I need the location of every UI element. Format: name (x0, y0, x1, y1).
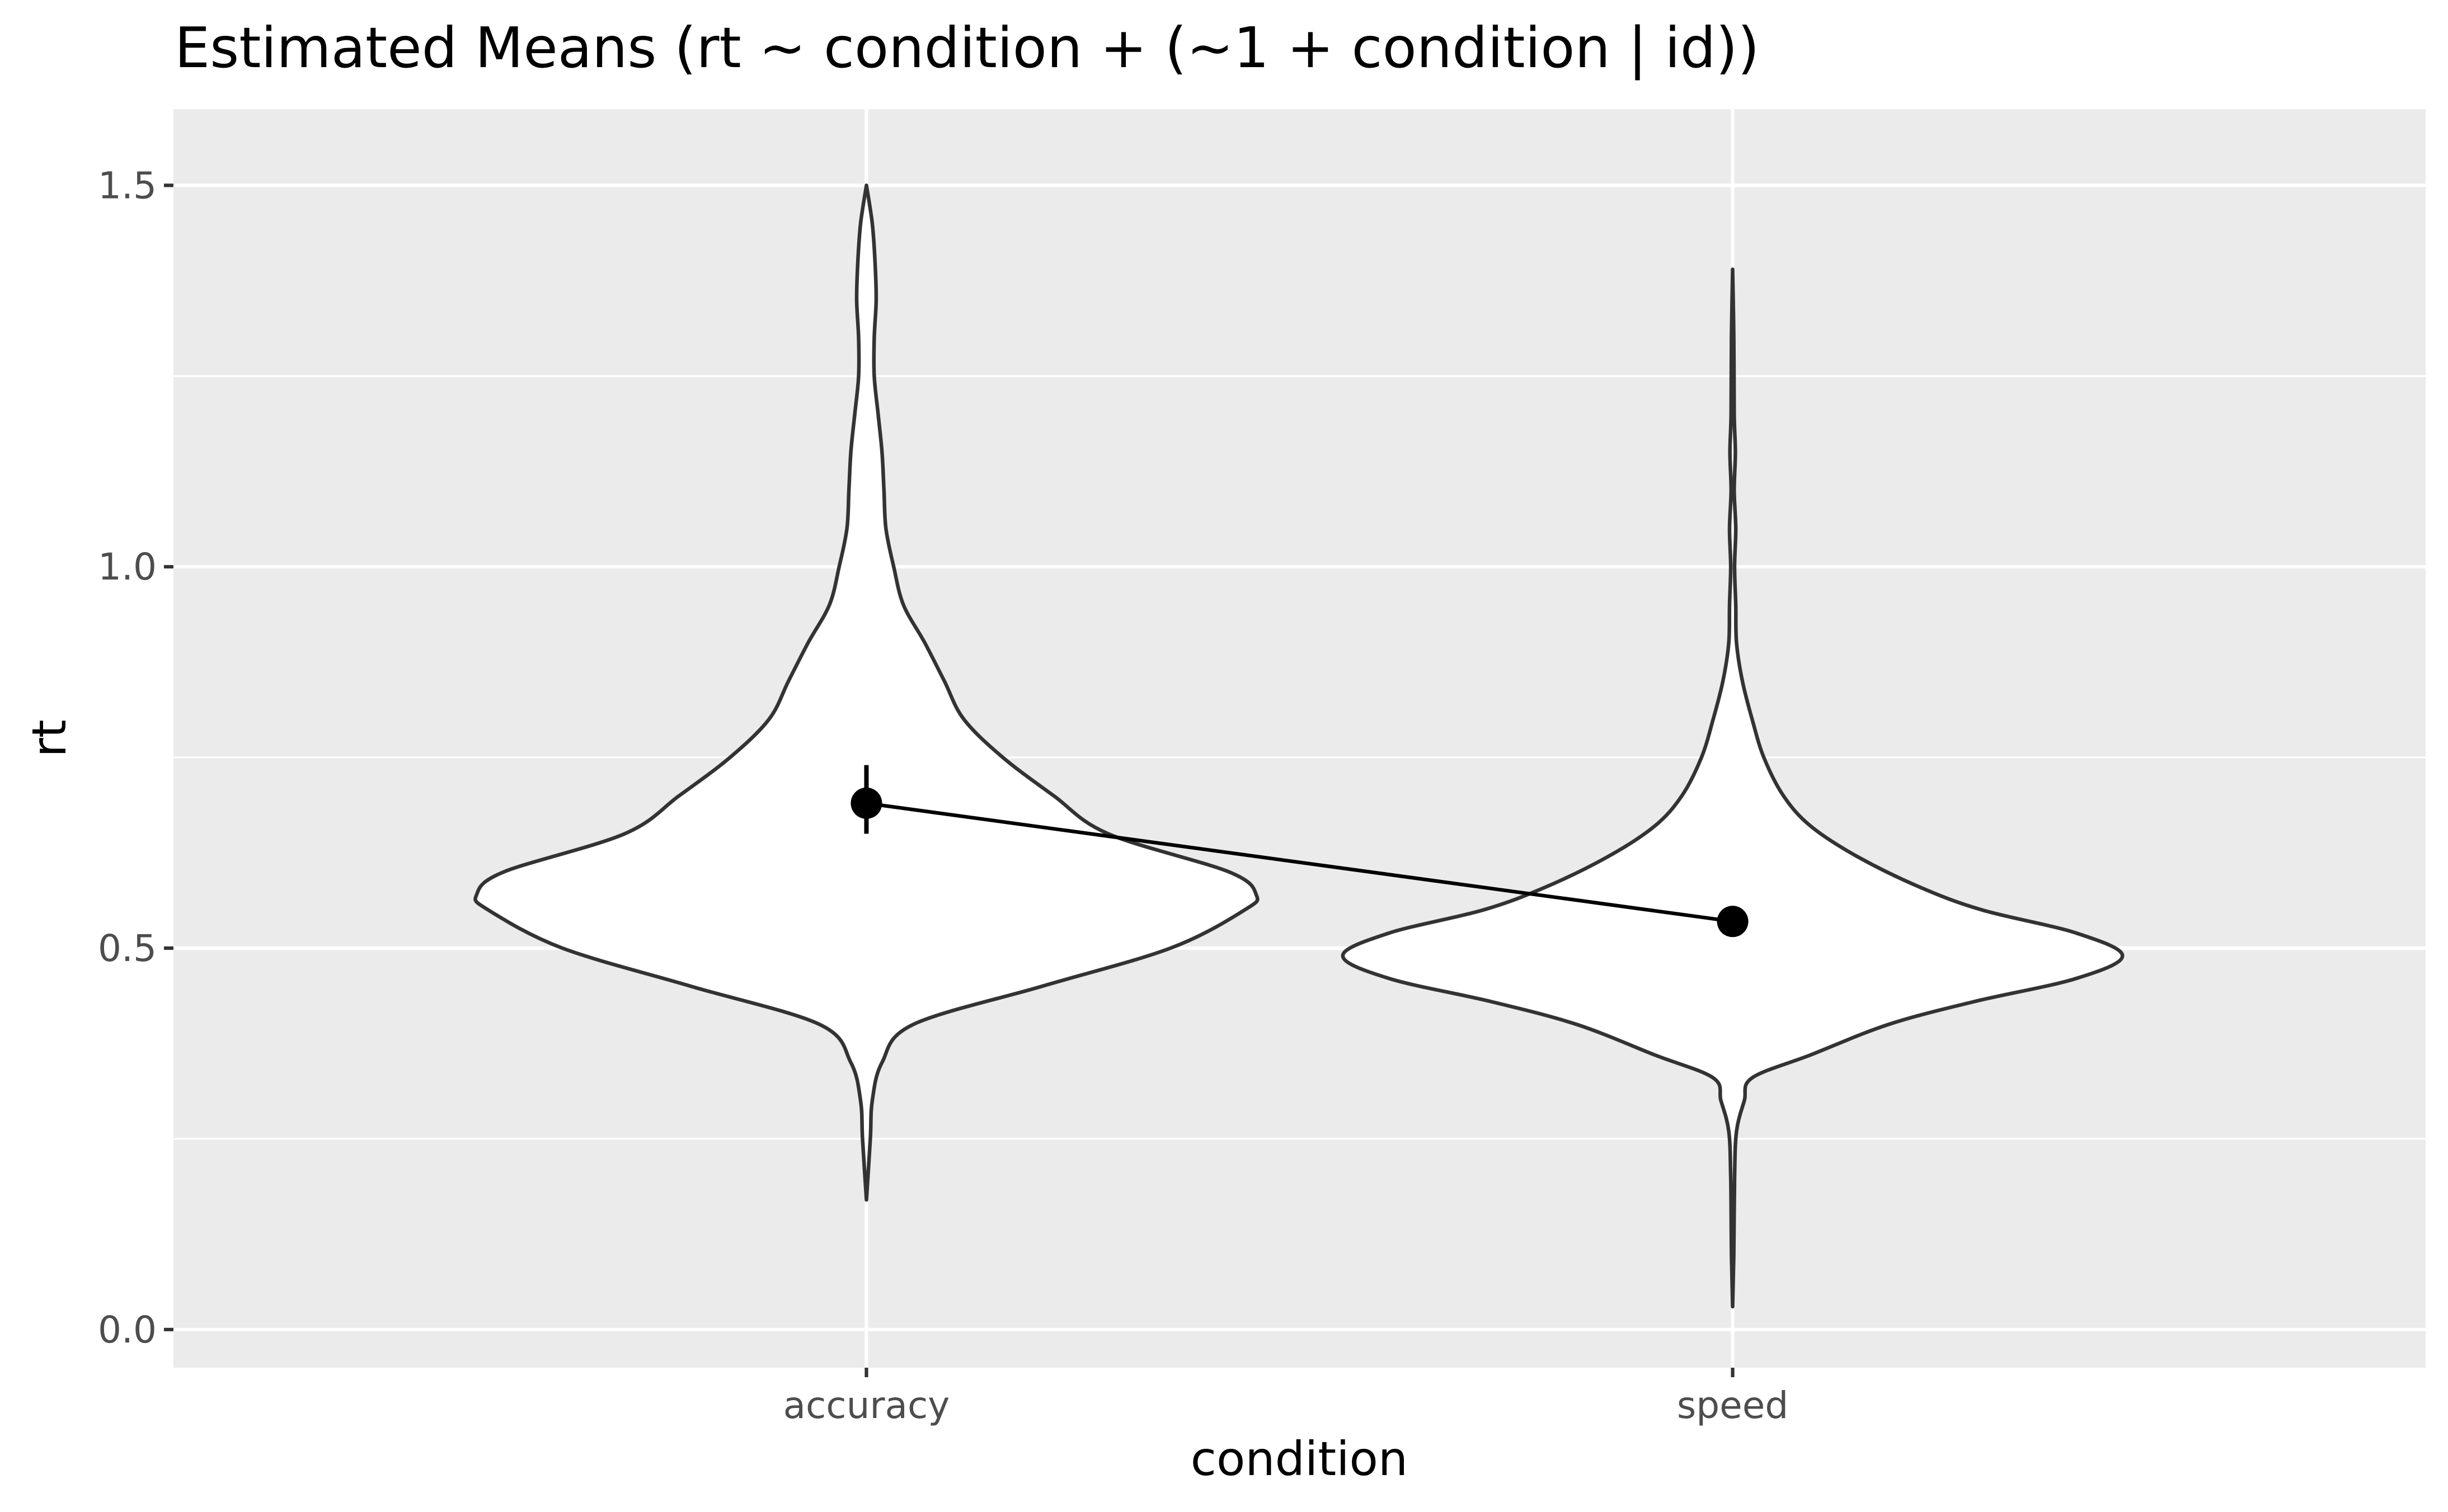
mean-point-accuracy (851, 787, 882, 819)
estimated-means (851, 765, 1749, 938)
violins (473, 183, 2125, 1309)
x-tick-label-speed: speed (1677, 1384, 1788, 1427)
axes: 0.0 0.5 1.0 1.5 accuracy speed (98, 164, 1788, 1427)
y-axis-title: rt (22, 719, 77, 757)
y-tick-label-2: 1.0 (98, 545, 157, 588)
y-tick-label-3: 1.5 (98, 164, 157, 207)
violin-accuracy (473, 183, 1260, 1202)
y-tick-label-0: 0.0 (98, 1308, 157, 1351)
y-tick-label-1: 0.5 (98, 927, 157, 970)
plot-title: Estimated Means (rt ~ condition + (~1 + … (175, 15, 1759, 81)
x-tick-label-accuracy: accuracy (783, 1384, 950, 1427)
plot-panel (173, 109, 2426, 1368)
violin-speed (1341, 267, 2125, 1309)
mean-point-speed (1717, 906, 1749, 938)
means-connector-line (866, 801, 1733, 924)
x-axis-title: condition (1191, 1431, 1408, 1486)
